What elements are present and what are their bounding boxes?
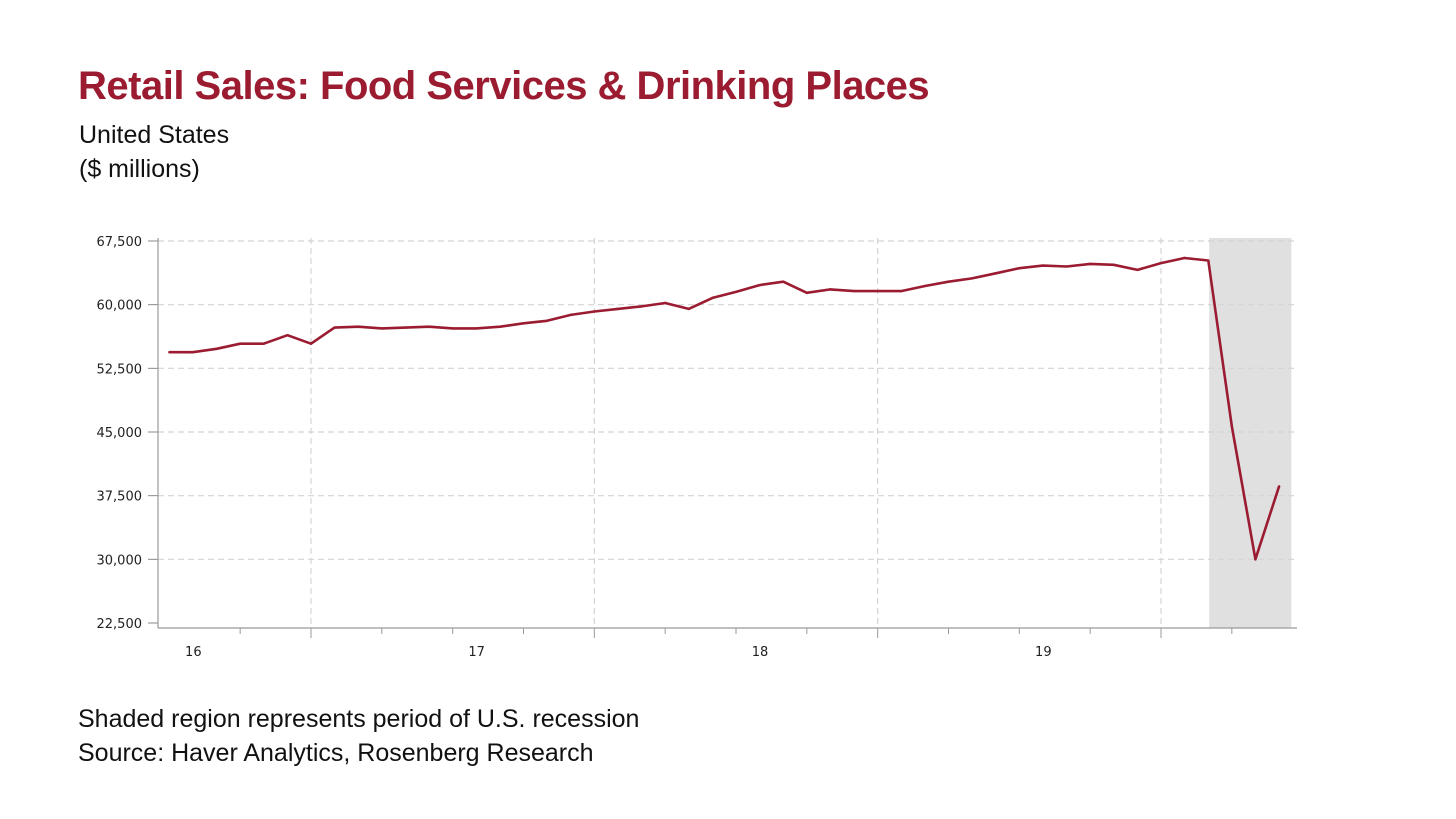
- data-point: [1207, 259, 1210, 262]
- data-point: [1136, 268, 1139, 272]
- x-tick-label: 17: [468, 645, 485, 660]
- grid-layer: [158, 238, 1297, 628]
- recession-shade: [1209, 238, 1292, 628]
- data-point: [782, 280, 785, 283]
- y-tick-label: 45,000: [97, 426, 143, 441]
- data-point: [593, 310, 596, 313]
- data-point: [380, 327, 384, 330]
- data-point: [1088, 262, 1092, 266]
- data-point: [1018, 266, 1021, 270]
- data-point: [947, 280, 950, 283]
- data-point: [1277, 485, 1281, 488]
- data-point: [498, 325, 502, 328]
- data-point: [545, 319, 549, 322]
- data-point: [1230, 424, 1234, 428]
- data-point: [852, 289, 856, 293]
- data-point: [711, 296, 714, 300]
- y-tick-label: 37,500: [97, 490, 143, 505]
- data-point: [829, 288, 832, 291]
- data-point: [262, 342, 265, 345]
- y-tick-label: 60,000: [97, 299, 143, 314]
- data-point: [522, 322, 525, 325]
- x-tick-label: 16: [185, 645, 202, 660]
- data-point: [1183, 256, 1186, 260]
- data-point: [687, 307, 690, 311]
- data-point: [994, 272, 998, 275]
- data-point: [734, 290, 738, 294]
- data-point: [404, 326, 407, 329]
- data-point: [427, 325, 431, 328]
- y-tick-label: 67,500: [97, 235, 143, 250]
- data-point: [663, 301, 667, 305]
- data-point: [474, 327, 478, 330]
- data-point: [215, 347, 218, 351]
- data-point: [640, 305, 643, 308]
- data-point: [1112, 263, 1115, 266]
- y-tick-label: 22,500: [97, 617, 143, 632]
- chart-title: Retail Sales: Food Services & Drinking P…: [78, 64, 930, 108]
- data-point: [357, 325, 360, 328]
- recession-shading-layer: [1209, 238, 1292, 628]
- data-point: [876, 289, 879, 293]
- data-point: [191, 351, 195, 354]
- footnote-source: Source: Haver Analytics, Rosenberg Resea…: [78, 739, 594, 767]
- x-tick-label: 18: [752, 645, 769, 660]
- data-point: [1254, 558, 1257, 561]
- data-point: [970, 277, 974, 280]
- data-point: [333, 326, 336, 329]
- y-tick-label: 30,000: [97, 553, 143, 568]
- data-point: [805, 291, 809, 294]
- axis-layer: 22,500 30,000 37,500 45,000 52,500 60,000 67,5…: [97, 235, 1297, 660]
- data-point: [168, 351, 171, 354]
- chart-subtitle-units: ($ millions): [79, 155, 200, 183]
- data-point: [923, 284, 927, 288]
- data-point: [569, 313, 573, 317]
- footnote-recession: Shaded region represents period of U.S. …: [78, 705, 640, 733]
- data-point: [309, 342, 313, 345]
- data-point: [899, 289, 903, 293]
- series-line: [169, 256, 1281, 561]
- data-point: [616, 307, 620, 311]
- data-point: [286, 334, 289, 337]
- data-point: [1041, 264, 1045, 267]
- x-tick-label: 19: [1035, 645, 1052, 660]
- series-layer: [168, 256, 1281, 561]
- y-tick-label: 52,500: [97, 362, 143, 377]
- data-point: [1065, 265, 1068, 268]
- data-point: [758, 283, 761, 287]
- data-point: [238, 342, 242, 345]
- data-point: [451, 327, 454, 330]
- data-point: [1159, 261, 1163, 265]
- chart-subtitle-region: United States: [79, 121, 230, 149]
